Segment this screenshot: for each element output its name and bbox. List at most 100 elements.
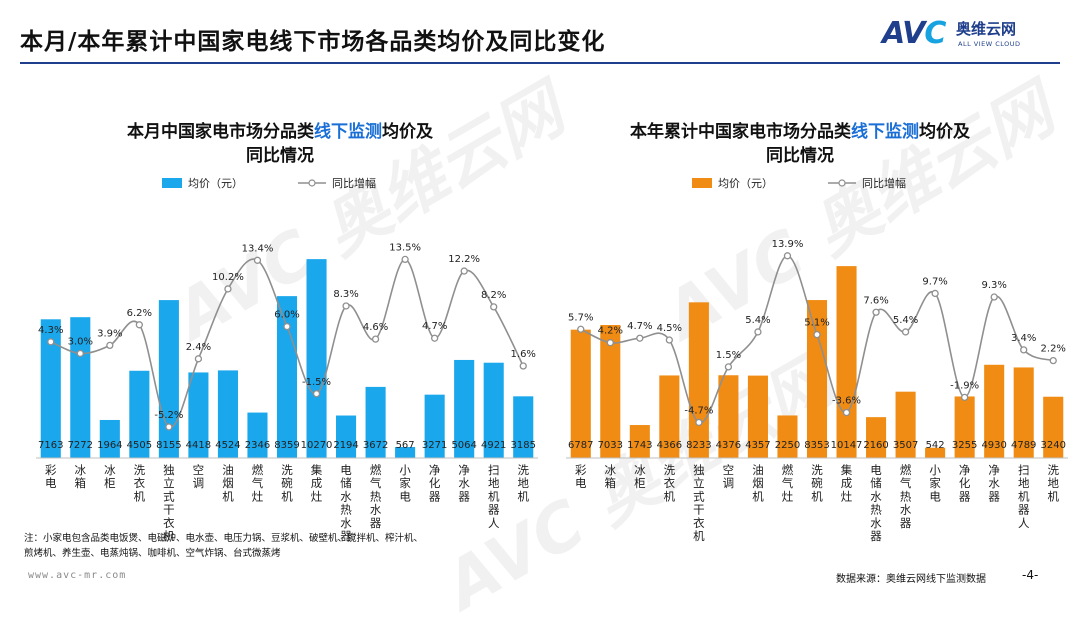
right-chart-title: 本年累计中国家电市场分品类线下监测均价及 同比情况 bbox=[560, 120, 1040, 168]
right-bar-value-label: 542 bbox=[926, 440, 945, 451]
left-category-label-char: 碗 bbox=[281, 476, 293, 490]
left-category-label-char: 冰 bbox=[75, 463, 87, 477]
right-bar-value-label: 8233 bbox=[686, 440, 711, 451]
left-bar-value-label: 8155 bbox=[156, 440, 181, 451]
left-growth-point bbox=[165, 423, 173, 431]
left-bar bbox=[483, 362, 504, 458]
right-growth-label: 1.5% bbox=[716, 350, 741, 361]
right-growth-label: 9.3% bbox=[981, 280, 1006, 291]
left-category-label-char: 机 bbox=[222, 489, 234, 503]
right-category-label-char: 化 bbox=[959, 476, 971, 490]
left-category-label-char: 衣 bbox=[134, 476, 146, 490]
left-growth-point bbox=[460, 267, 468, 275]
left-growth-label: 6.0% bbox=[274, 310, 299, 321]
left-bar-value-label: 10270 bbox=[301, 440, 333, 451]
left-bar-value-label: 3271 bbox=[422, 440, 447, 451]
right-growth-label: 4.7% bbox=[627, 321, 652, 332]
left-growth-label: -5.2% bbox=[154, 410, 183, 421]
left-category-label-char: 气 bbox=[370, 476, 382, 490]
right-legend-bar-label: 均价（元） bbox=[718, 177, 773, 190]
right-category-label-char: 器 bbox=[988, 489, 1000, 503]
right-category-label-char: 电 bbox=[870, 463, 882, 477]
right-category-label-char: 人 bbox=[1018, 516, 1030, 530]
logo-english-name: ALL VIEW CLOUD bbox=[958, 40, 1021, 48]
right-category-label-char: 衣 bbox=[664, 476, 676, 490]
right-category-label-char: 烟 bbox=[752, 476, 764, 490]
right-category-label-char: 小 bbox=[929, 463, 941, 477]
footnote: 注：小家电包含品类电饭煲、电磁炉、电水壶、电压力锅、豆浆机、破壁机、搅拌机、榨汁… bbox=[24, 531, 544, 561]
left-bar bbox=[217, 370, 238, 458]
right-bar bbox=[747, 375, 768, 458]
right-growth-point bbox=[931, 289, 939, 298]
right-category-label-char: 箱 bbox=[605, 476, 617, 490]
left-bar-value-label: 7272 bbox=[68, 440, 93, 451]
page-title: 本月/本年累计中国家电线下市场各品类均价及同比变化 bbox=[20, 29, 606, 55]
left-growth-point bbox=[519, 362, 527, 370]
left-growth-label: 6.2% bbox=[127, 308, 152, 319]
left-bar bbox=[247, 412, 268, 458]
left-category-label-char: 储 bbox=[340, 476, 352, 490]
right-growth-point bbox=[783, 252, 792, 260]
left-bar-value-label: 8359 bbox=[274, 440, 299, 451]
left-bar-value-label: 1964 bbox=[97, 440, 122, 451]
left-category-label-char: 箱 bbox=[75, 476, 87, 490]
right-category-label-char: 地 bbox=[1047, 476, 1059, 490]
left-category-label-char: 燃 bbox=[370, 463, 382, 477]
right-category-label-char: 器 bbox=[900, 516, 912, 530]
left-title-highlight: 线下监测 bbox=[314, 122, 382, 142]
right-bar bbox=[866, 417, 887, 458]
left-category-label-char: 衣 bbox=[163, 516, 175, 530]
left-category-label-char: 成 bbox=[311, 476, 323, 490]
right-legend-bar-swatch bbox=[692, 178, 712, 188]
right-growth-point bbox=[724, 363, 733, 371]
right-title-part: 本年累计中国家电市场分品类 bbox=[630, 122, 851, 142]
right-category-label-char: 地 bbox=[1018, 476, 1030, 490]
left-category-label-char: 机 bbox=[281, 489, 293, 503]
right-category-label-char: 碗 bbox=[811, 476, 823, 490]
left-growth-point bbox=[194, 355, 203, 363]
right-bar-value-label: 4789 bbox=[1011, 440, 1036, 451]
left-category-label-char: 立 bbox=[163, 476, 175, 490]
left-bar-value-label: 567 bbox=[396, 440, 415, 451]
left-category-label-char: 冰 bbox=[104, 463, 116, 477]
left-growth-point bbox=[430, 334, 439, 342]
left-growth-label: 4.7% bbox=[422, 321, 447, 332]
right-category-label-char: 空 bbox=[723, 463, 735, 477]
left-category-label-char: 洗 bbox=[134, 463, 146, 477]
left-category-label-char: 净 bbox=[429, 463, 441, 477]
right-category-label-char: 燃 bbox=[782, 463, 794, 477]
right-category-label-char: 干 bbox=[693, 503, 705, 517]
right-growth-label: 5.7% bbox=[568, 312, 593, 323]
right-bar-value-label: 1743 bbox=[627, 440, 652, 451]
left-growth-label: 13.5% bbox=[389, 242, 421, 253]
left-category-label-char: 热 bbox=[340, 503, 352, 517]
left-growth-point bbox=[283, 322, 291, 331]
right-bar bbox=[1013, 367, 1034, 458]
left-bar bbox=[513, 396, 534, 458]
right-category-label-char: 净 bbox=[988, 463, 1000, 477]
page-number: -4- bbox=[1022, 568, 1039, 582]
right-category-label-char: 机 bbox=[1047, 489, 1059, 503]
left-bar bbox=[306, 259, 327, 458]
left-growth-label: 2.4% bbox=[186, 342, 211, 353]
left-growth-point bbox=[312, 390, 321, 398]
right-category-label-char: 水 bbox=[870, 489, 882, 503]
right-growth-point bbox=[872, 308, 880, 316]
right-price-growth-chart: 均价（元） 同比增幅6787彩电7033冰箱1743冰柜4366洗衣机8233独立… bbox=[566, 176, 1068, 543]
right-bar-value-label: 4930 bbox=[981, 440, 1006, 451]
left-growth-label: 4.6% bbox=[363, 322, 388, 333]
right-bar-value-label: 3240 bbox=[1041, 440, 1066, 451]
left-category-label-char: 水 bbox=[340, 489, 352, 503]
logo-mark: AVC bbox=[882, 16, 946, 51]
left-category-label-char: 水 bbox=[458, 476, 470, 490]
right-category-label-char: 调 bbox=[723, 476, 735, 490]
right-category-label-char: 灶 bbox=[841, 489, 853, 503]
right-category-label-char: 机 bbox=[811, 489, 823, 503]
right-bar bbox=[688, 302, 709, 458]
right-bar bbox=[925, 447, 946, 458]
left-growth-label: 1.6% bbox=[511, 349, 536, 360]
right-bar bbox=[629, 425, 650, 458]
right-bar bbox=[895, 391, 916, 458]
left-bar bbox=[395, 447, 416, 458]
right-growth-point bbox=[636, 334, 644, 342]
